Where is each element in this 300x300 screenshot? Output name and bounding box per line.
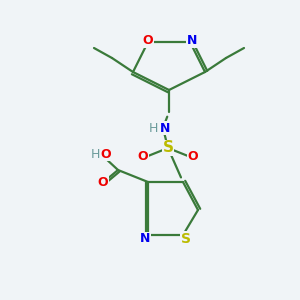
Text: N: N [140,232,150,245]
Text: O: O [101,148,111,160]
Text: O: O [143,34,153,47]
Text: O: O [188,151,198,164]
Text: N: N [187,34,197,47]
Text: O: O [138,151,148,164]
Text: N: N [160,122,170,134]
Text: O: O [98,176,108,190]
Text: S: S [181,232,191,246]
Text: H: H [148,122,158,134]
Text: S: S [163,140,173,155]
Text: H: H [90,148,100,160]
